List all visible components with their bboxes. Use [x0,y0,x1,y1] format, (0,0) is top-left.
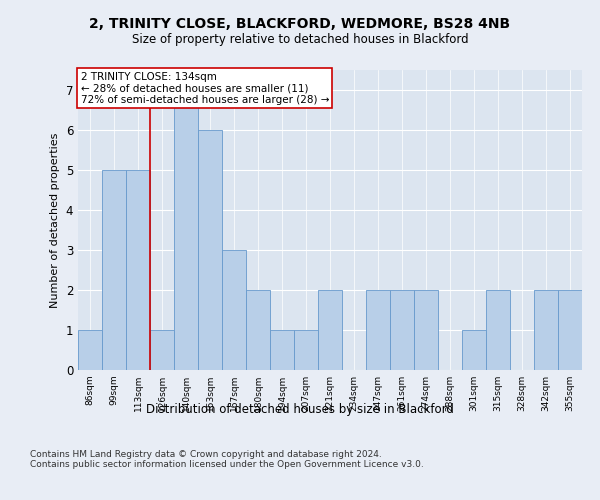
Y-axis label: Number of detached properties: Number of detached properties [50,132,60,308]
Text: Size of property relative to detached houses in Blackford: Size of property relative to detached ho… [131,32,469,46]
Bar [198,130,222,370]
Bar [270,330,294,370]
Bar [222,250,246,370]
Text: 2, TRINITY CLOSE, BLACKFORD, WEDMORE, BS28 4NB: 2, TRINITY CLOSE, BLACKFORD, WEDMORE, BS… [89,18,511,32]
Bar [294,330,318,370]
Bar [318,290,342,370]
Text: Distribution of detached houses by size in Blackford: Distribution of detached houses by size … [146,402,454,415]
Bar [150,330,174,370]
Bar [126,170,150,370]
Text: Contains HM Land Registry data © Crown copyright and database right 2024.
Contai: Contains HM Land Registry data © Crown c… [30,450,424,469]
Bar [462,330,486,370]
Bar [414,290,438,370]
Bar [486,290,510,370]
Bar [366,290,390,370]
Bar [174,90,198,370]
Bar [78,330,102,370]
Bar [390,290,414,370]
Text: 2 TRINITY CLOSE: 134sqm
← 28% of detached houses are smaller (11)
72% of semi-de: 2 TRINITY CLOSE: 134sqm ← 28% of detache… [80,72,329,104]
Bar [246,290,270,370]
Bar [534,290,558,370]
Bar [102,170,126,370]
Bar [558,290,582,370]
